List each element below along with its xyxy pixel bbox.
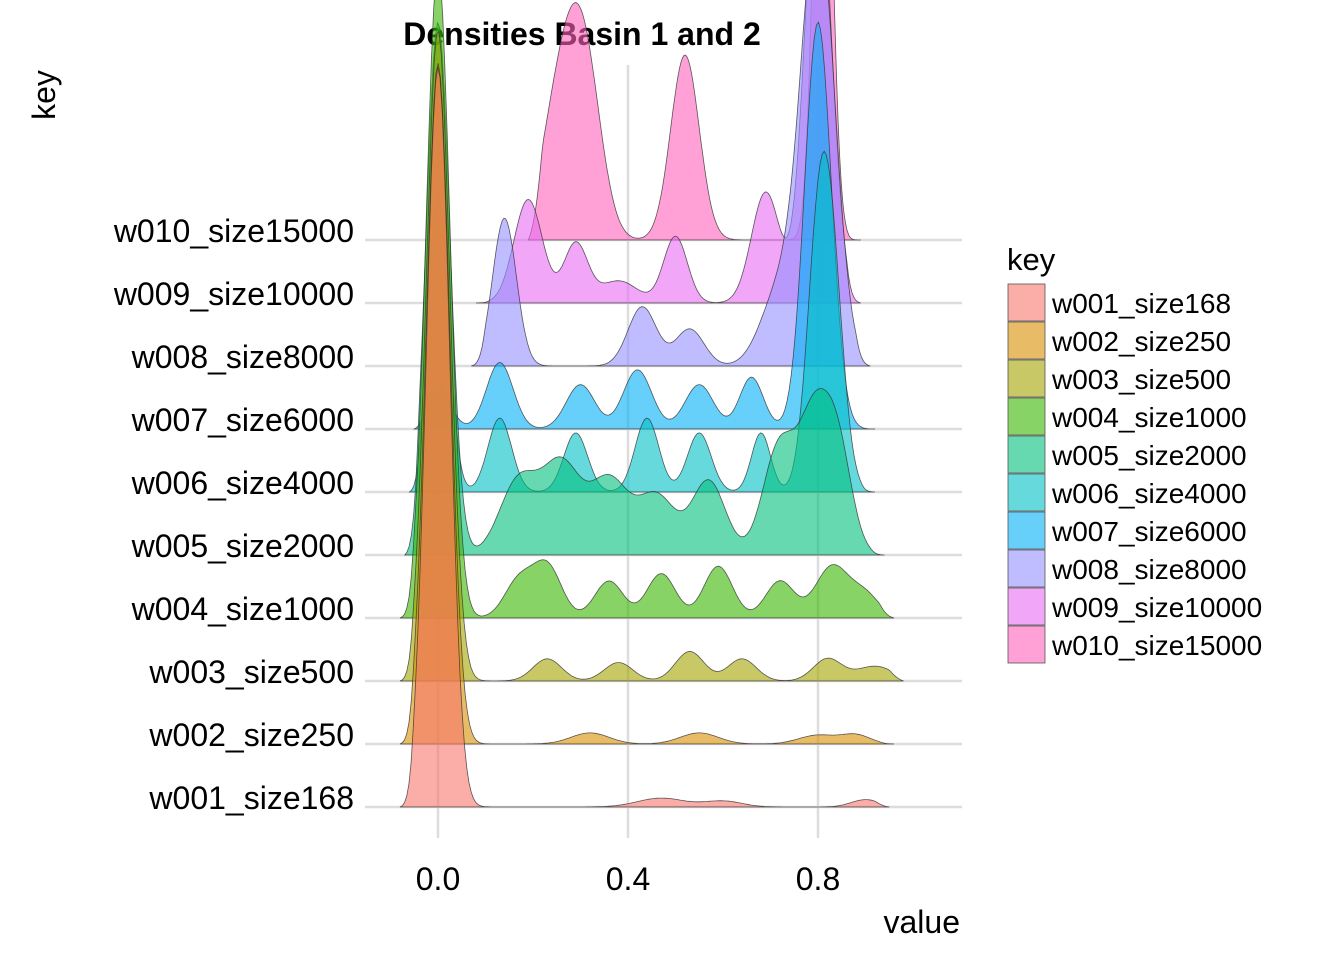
x-tick-label: 0.8 xyxy=(796,861,840,897)
legend-swatch xyxy=(1007,397,1046,436)
legend-label: w006_size4000 xyxy=(1051,478,1247,509)
legend-label: w001_size168 xyxy=(1051,288,1231,319)
legend-swatch xyxy=(1007,435,1046,474)
legend-swatch xyxy=(1007,321,1046,360)
ridge-w001_size168 xyxy=(399,67,890,808)
y-tick-label: w007_size6000 xyxy=(131,402,354,438)
y-tick-label: w008_size8000 xyxy=(131,339,354,375)
legend-label: w008_size8000 xyxy=(1051,554,1247,585)
legend-label: w009_size10000 xyxy=(1051,592,1262,623)
legend-swatch xyxy=(1007,283,1046,322)
legend: key w001_size168 w002_size250 w003_size500… xyxy=(1007,242,1262,664)
legend-swatch xyxy=(1007,625,1046,664)
legend-label: w010_size15000 xyxy=(1051,630,1262,661)
y-tick-label: w002_size250 xyxy=(148,717,354,753)
y-tick-label: w005_size2000 xyxy=(131,528,354,564)
legend-label: w003_size500 xyxy=(1051,364,1231,395)
legend-label: w007_size6000 xyxy=(1051,516,1247,547)
legend-title: key xyxy=(1007,242,1056,277)
legend-swatch xyxy=(1007,473,1046,512)
y-tick-labels: w001_size168 w002_size250 w003_size500 w004… xyxy=(113,213,354,816)
legend-swatch xyxy=(1007,511,1046,550)
ridges xyxy=(399,0,904,808)
y-tick-label: w010_size15000 xyxy=(113,213,354,249)
legend-label: w002_size250 xyxy=(1051,326,1231,357)
y-tick-label: w003_size500 xyxy=(148,654,354,690)
legend-swatch xyxy=(1007,549,1046,588)
y-tick-label: w004_size1000 xyxy=(131,591,354,627)
y-tick-label: w001_size168 xyxy=(148,780,354,816)
y-tick-label: w006_size4000 xyxy=(131,465,354,501)
legend-label: w004_size1000 xyxy=(1051,402,1247,433)
legend-label: w005_size2000 xyxy=(1051,440,1247,471)
y-axis-label: key xyxy=(26,70,62,120)
x-tick-label: 0.4 xyxy=(606,861,650,897)
legend-swatch xyxy=(1007,359,1046,398)
x-tick-labels: 0.0 0.4 0.8 xyxy=(416,861,840,897)
x-tick-label: 0.0 xyxy=(416,861,460,897)
x-axis-label: value xyxy=(884,904,961,940)
legend-swatch xyxy=(1007,587,1046,626)
y-tick-label: w009_size10000 xyxy=(113,276,354,312)
